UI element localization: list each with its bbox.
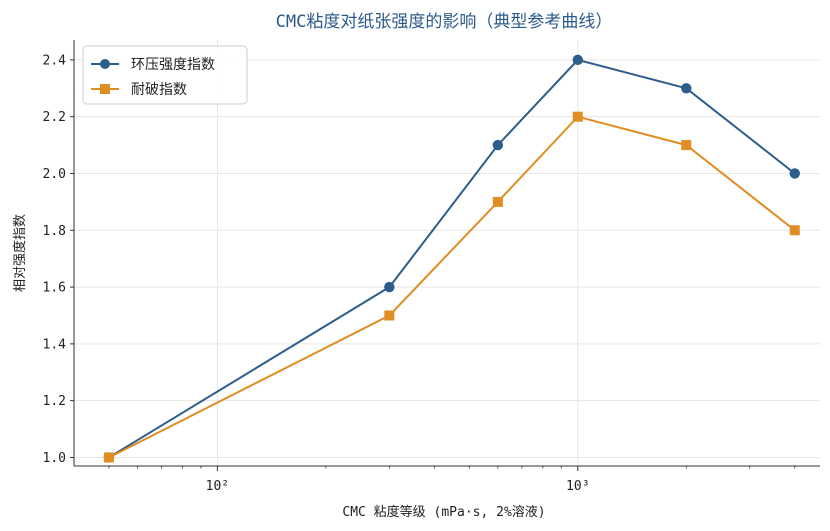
data-point	[492, 196, 503, 207]
legend-label-ring-crush: 环压强度指数	[131, 57, 215, 73]
data-point	[384, 310, 395, 321]
x-tick-label: 10³	[566, 479, 589, 494]
data-point	[103, 452, 114, 463]
chart-title: CMC粘度对纸张强度的影响（典型参考曲线）	[276, 12, 613, 32]
data-point	[789, 168, 800, 179]
data-point	[789, 225, 800, 236]
data-point	[384, 281, 395, 293]
data-point	[681, 83, 692, 94]
data-point	[492, 139, 504, 151]
grid	[74, 40, 820, 466]
x-axis-label: CMC 粘度等级 (mPa·s, 2%溶液)	[342, 504, 545, 520]
x-tick-label: 10²	[206, 479, 229, 494]
series-layer	[103, 54, 800, 463]
data-point	[572, 54, 583, 66]
series-line-1	[108, 115, 796, 459]
y-tick-label: 1.0	[43, 451, 66, 466]
series-line-0	[108, 58, 796, 459]
y-tick-label: 1.8	[43, 224, 66, 239]
y-tick-label: 1.2	[43, 394, 66, 409]
y-axis-label: 相对强度指数	[12, 214, 28, 292]
data-point	[572, 111, 583, 122]
y-tick-label: 2.0	[43, 167, 66, 182]
y-tick-label: 1.6	[43, 281, 66, 296]
legend-marker-ring-crush	[100, 59, 110, 69]
legend-marker-burst	[100, 84, 110, 94]
legend: 环压强度指数 耐破指数	[82, 45, 248, 105]
y-tick-label: 2.4	[43, 53, 67, 68]
data-point	[681, 140, 692, 151]
legend-label-burst: 耐破指数	[131, 82, 187, 98]
y-tick-label: 1.4	[43, 337, 67, 352]
legend-frame	[82, 45, 248, 105]
y-tick-label: 2.2	[43, 110, 66, 125]
axes: 1.0 1.2 1.4 1.6 1.8 2.0 2.2 2.4 10² 10³	[43, 40, 820, 494]
